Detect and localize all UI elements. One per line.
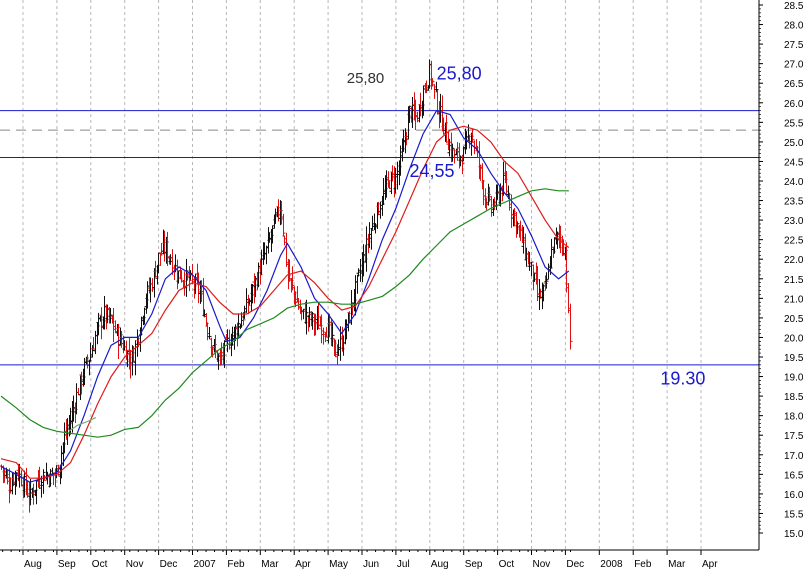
x-tick-label: Dec [160,559,178,569]
y-axis: 15.0 15.5 16.0 16.5 17.0 17.5 18.0 18.5 19.0 19.5… [758,0,804,550]
y-tick-label: 21.0 [784,294,804,305]
price-bars [0,59,573,513]
x-tick-label: Jul [397,559,410,569]
x-tick-label: Oct [499,559,515,569]
x-axis: Aug Sep Oct Nov Dec 2007 Feb Mar Apr May Jun Jul Aug… [0,549,759,570]
y-tick-label: 18.5 [784,392,804,403]
y-tick-label: 23.5 [784,197,804,208]
series-line-0 [0,109,570,483]
y-tick-label: 22.0 [784,255,804,266]
annotation-label: 25,80 [347,70,385,87]
y-tick-label: 17.5 [784,431,804,442]
y-tick-label: 27.5 [784,40,804,51]
series-line-3 [68,417,97,432]
y-tick-label: 18.0 [784,412,804,423]
x-tick-label: Mar [261,559,279,569]
annotations: 25,80 25,80 24,55 19.30 [347,63,706,388]
y-tick-label: 20.5 [784,314,804,325]
y-tick-label: 19.5 [784,353,804,364]
y-tick-label: 21.5 [784,275,804,286]
y-tick-label: 26.5 [784,79,804,90]
x-tick-label: Nov [126,559,144,569]
y-tick-label: 24.5 [784,157,804,168]
annotation-label: 25,80 [437,63,482,83]
x-tick-label: Aug [431,559,449,569]
annotation-label: 19.30 [660,368,705,388]
x-tick-label: Aug [24,559,42,569]
y-tick-label: 15.0 [784,529,804,540]
series-line-1 [0,125,570,479]
x-tick-label: Jun [363,559,379,569]
y-tick-label: 24.0 [784,177,804,188]
plot-area [0,0,759,550]
y-tick-label: 19.0 [784,373,804,384]
x-tick-label: 2007 [194,559,217,569]
y-tick-label: 23.0 [784,216,804,227]
x-tick-label: Oct [92,559,108,569]
y-tick-label: 28.0 [784,21,804,32]
x-tick-label: Mar [668,559,686,569]
x-tick-label: Apr [295,559,311,569]
y-tick-label: 16.0 [784,490,804,501]
x-tick-label: Sep [58,559,76,569]
x-tick-label: Apr [702,559,718,569]
x-tick-label: May [329,559,348,569]
vertical-gridlines [22,0,702,550]
y-tick-label: 15.5 [784,509,804,520]
x-tick-label: Feb [227,559,245,569]
y-tick-label: 27.0 [784,60,804,71]
x-tick-label: 2008 [600,559,623,569]
y-tick-label: 22.5 [784,236,804,247]
x-tick-label: Sep [465,559,483,569]
x-tick-label: Nov [533,559,551,569]
moving-average-lines [0,109,570,483]
y-tick-label: 20.0 [784,333,804,344]
y-tick-label: 16.5 [784,470,804,481]
horizontal-levels [0,110,759,366]
y-tick-label: 26.0 [784,99,804,110]
y-tick-label: 17.0 [784,451,804,462]
y-tick-label: 28.5 [784,1,804,12]
annotation-label: 24,55 [409,161,454,181]
y-tick-label: 25.0 [784,138,804,149]
series-line-2 [0,188,569,438]
y-tick-label: 25.5 [784,118,804,129]
x-tick-label: Dec [566,559,584,569]
x-tick-label: Feb [634,559,652,569]
